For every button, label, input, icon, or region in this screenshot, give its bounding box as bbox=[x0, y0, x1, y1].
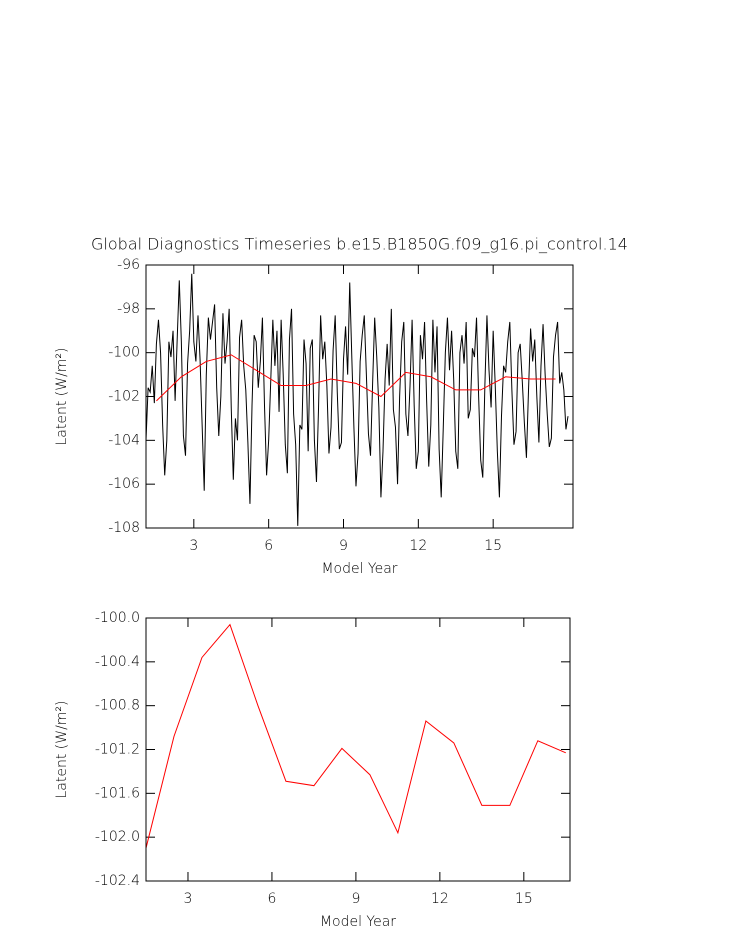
y-tick-label: -96 bbox=[117, 257, 140, 273]
x-tick-label: 9 bbox=[351, 891, 360, 907]
y-tick-label: -102.0 bbox=[95, 829, 140, 845]
x-tick-label: 6 bbox=[264, 538, 273, 554]
data-line bbox=[156, 354, 556, 402]
x-tick-label: 6 bbox=[267, 891, 276, 907]
plot-frame bbox=[145, 617, 571, 882]
x-tick-label: 15 bbox=[484, 538, 502, 554]
y-tick-label: -100.4 bbox=[95, 654, 140, 670]
x-tick-label: 15 bbox=[515, 891, 533, 907]
x-tick-label: 12 bbox=[431, 891, 449, 907]
x-axis-label: Model Year bbox=[320, 914, 396, 930]
plot-frame bbox=[145, 264, 574, 529]
y-tick-label: -101.6 bbox=[95, 785, 140, 801]
y-tick-label: -100.0 bbox=[95, 610, 140, 626]
x-tick-label: 9 bbox=[339, 538, 348, 554]
y-tick-label: -98 bbox=[117, 301, 140, 317]
data-line bbox=[146, 273, 569, 526]
y-tick-label: -100.8 bbox=[95, 698, 140, 714]
y-tick-label: -101.2 bbox=[95, 742, 140, 758]
y-tick-label: -104 bbox=[108, 432, 140, 448]
y-axis-label: Latent (W/m²) bbox=[54, 347, 70, 445]
data-line bbox=[146, 623, 566, 849]
y-axis-label: Latent (W/m²) bbox=[54, 700, 70, 798]
y-tick-label: -102.4 bbox=[95, 873, 140, 889]
chart-title: Global Diagnostics Timeseries b.e15.B185… bbox=[91, 235, 628, 254]
y-tick-label: -108 bbox=[108, 520, 140, 536]
x-tick-label: 12 bbox=[409, 538, 427, 554]
y-tick-label: -102 bbox=[108, 389, 140, 405]
x-tick-label: 3 bbox=[189, 538, 198, 554]
y-tick-label: -106 bbox=[108, 476, 140, 492]
y-tick-label: -100 bbox=[108, 345, 140, 361]
x-tick-label: 3 bbox=[184, 891, 193, 907]
x-axis-label: Model Year bbox=[321, 561, 397, 577]
